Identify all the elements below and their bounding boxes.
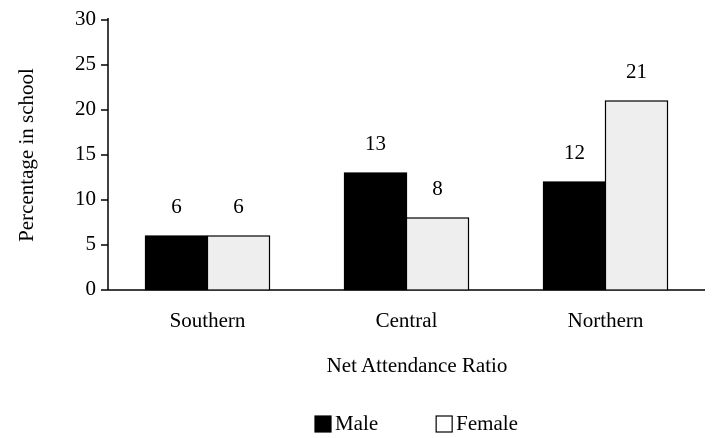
data-label: 6: [171, 194, 182, 218]
y-axis-title: Percentage in school: [14, 68, 38, 242]
y-tick-label: 15: [75, 141, 96, 165]
y-tick-label: 20: [75, 96, 96, 120]
x-tick-label: Central: [376, 308, 438, 332]
y-tick-label: 10: [75, 186, 96, 210]
bar: [604, 100, 669, 291]
bar: [144, 235, 209, 291]
legend-label: Male: [335, 411, 378, 435]
legend-swatch: [435, 415, 453, 433]
y-tick-label: 5: [86, 231, 97, 255]
x-tick-label: Northern: [568, 308, 644, 332]
y-tick-label: 25: [75, 51, 96, 75]
data-label: 6: [233, 194, 244, 218]
data-label: 8: [432, 176, 443, 200]
bar: [206, 235, 271, 291]
legend-label: Female: [456, 411, 518, 435]
bar: [343, 172, 408, 291]
bar: [542, 181, 607, 291]
legend-swatch: [314, 415, 332, 433]
data-label: 21: [626, 59, 647, 83]
x-tick-label: Southern: [170, 308, 246, 332]
y-tick-label: 0: [86, 276, 97, 300]
data-label: 13: [365, 131, 386, 155]
x-axis-title: Net Attendance Ratio: [327, 353, 508, 377]
bar: [405, 217, 470, 291]
y-tick-label: 30: [75, 6, 96, 30]
data-label: 12: [564, 140, 585, 164]
